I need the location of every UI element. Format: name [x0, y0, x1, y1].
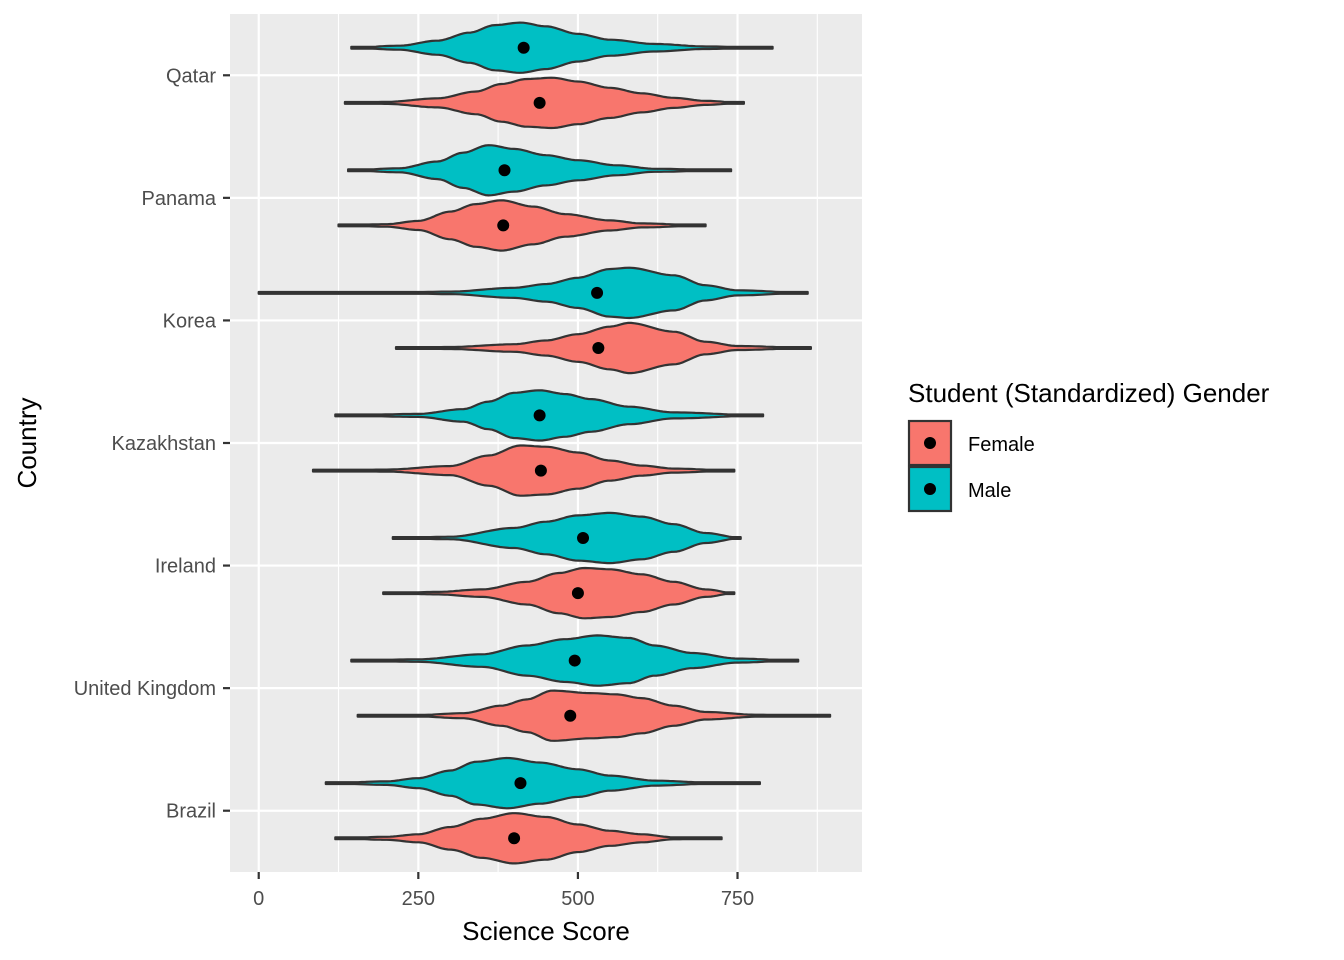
legend-key-point	[924, 483, 936, 495]
mean-point-female-korea	[592, 342, 605, 355]
legend-key-point	[924, 437, 936, 449]
legend-label-male: Male	[968, 480, 1011, 502]
mean-point-female-kazakhstan	[534, 464, 547, 477]
violin-male-korea	[257, 266, 809, 320]
legend-label-female: Female	[968, 434, 1035, 456]
y-tick-label: Ireland	[155, 556, 216, 578]
violin-male-brazil	[324, 756, 761, 810]
x-axis: 0 250 500 750	[253, 872, 754, 910]
violin-male-ireland	[391, 511, 742, 565]
violin-female-kazakhstan	[311, 444, 736, 497]
legend: Student (Standardized) Gender Female Male	[907, 378, 1270, 513]
y-tick-label: Kazakhstan	[111, 433, 216, 455]
violin-female-ireland	[382, 566, 736, 620]
y-tick-label: Panama	[142, 188, 217, 210]
mean-point-male-ireland	[577, 531, 590, 544]
x-tick-label: 500	[561, 888, 594, 910]
violin-male-kazakhstan	[334, 389, 765, 442]
mean-point-male-panama	[498, 164, 511, 177]
y-tick-label: Korea	[163, 310, 217, 332]
violin-male-qatar	[350, 21, 774, 74]
x-axis-title: Science Score	[462, 916, 630, 946]
y-axis: Brazil United Kingdom Ireland Kazakhstan Kor…	[74, 65, 230, 823]
y-axis-title: Country	[12, 397, 42, 488]
violin-male-panama	[347, 144, 733, 197]
mean-point-male-united-kingdom	[568, 654, 581, 667]
mean-point-male-brazil	[514, 777, 527, 790]
violin-female-united-kingdom	[356, 689, 832, 742]
grid	[230, 14, 862, 872]
mean-point-female-united-kingdom	[564, 709, 577, 722]
legend-title: Student (Standardized) Gender	[908, 378, 1270, 408]
y-tick-label: Brazil	[166, 801, 216, 823]
mean-point-female-ireland	[571, 587, 584, 600]
mean-point-male-qatar	[517, 41, 530, 54]
violin-female-brazil	[334, 812, 723, 865]
mean-point-female-brazil	[508, 832, 521, 845]
x-tick-label: 250	[402, 888, 435, 910]
violins	[257, 21, 832, 865]
mean-point-female-qatar	[533, 96, 546, 109]
violin-female-panama	[337, 199, 707, 252]
y-tick-label: Qatar	[166, 65, 216, 87]
mean-point-male-kazakhstan	[533, 409, 546, 422]
mean-point-male-korea	[591, 286, 604, 299]
x-tick-label: 750	[721, 888, 754, 910]
y-tick-label: United Kingdom	[74, 678, 216, 700]
mean-point-female-panama	[497, 219, 510, 232]
x-tick-label: 0	[253, 888, 264, 910]
